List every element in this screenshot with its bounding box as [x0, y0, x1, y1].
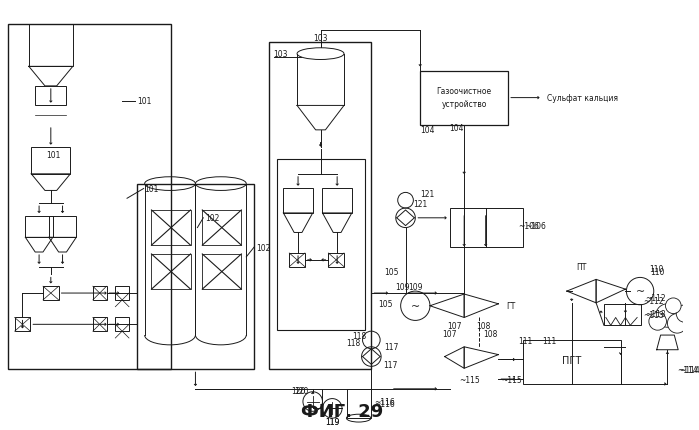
Bar — [137, 184, 254, 369]
Text: 119: 119 — [325, 417, 340, 426]
Polygon shape — [596, 280, 626, 303]
Circle shape — [665, 298, 681, 314]
Text: 118: 118 — [352, 331, 366, 340]
Text: 117: 117 — [384, 343, 398, 351]
Text: ~115: ~115 — [459, 375, 480, 384]
Bar — [49, 216, 76, 238]
Bar — [29, 25, 73, 67]
Bar — [93, 286, 106, 300]
Text: 117: 117 — [383, 360, 398, 369]
Text: ПГТ: ПГТ — [562, 356, 582, 365]
Circle shape — [656, 304, 679, 328]
Text: ~: ~ — [635, 286, 644, 296]
Bar — [283, 189, 312, 213]
Text: 103: 103 — [273, 50, 288, 59]
Text: 108: 108 — [484, 329, 498, 338]
Text: ~114: ~114 — [679, 365, 699, 374]
Text: 111: 111 — [519, 337, 533, 346]
Bar — [115, 286, 129, 300]
Text: ФИГ. 29: ФИГ. 29 — [301, 402, 383, 420]
Text: 110: 110 — [649, 264, 664, 273]
Bar — [15, 318, 30, 332]
Text: 104: 104 — [449, 124, 464, 133]
Circle shape — [676, 305, 694, 322]
Bar — [523, 340, 621, 384]
Text: 110: 110 — [650, 267, 664, 276]
Text: 109: 109 — [408, 282, 423, 291]
Bar — [8, 25, 171, 369]
Bar — [152, 211, 191, 246]
Text: ~116: ~116 — [374, 397, 395, 406]
Text: ~113: ~113 — [643, 310, 664, 319]
Bar — [289, 253, 305, 267]
Polygon shape — [430, 295, 464, 318]
Text: 107: 107 — [442, 329, 456, 338]
Text: Газоочистное: Газоочистное — [437, 87, 491, 96]
Text: Сульфат кальция: Сульфат кальция — [547, 94, 618, 103]
Text: 109: 109 — [396, 282, 410, 291]
Bar — [43, 286, 59, 300]
Text: устройство: устройство — [442, 100, 487, 109]
Text: ~106: ~106 — [518, 221, 539, 230]
Polygon shape — [567, 280, 596, 303]
Text: ~114: ~114 — [677, 365, 698, 374]
Bar — [420, 72, 508, 126]
Text: 121: 121 — [413, 199, 427, 208]
Polygon shape — [464, 295, 498, 318]
Circle shape — [649, 313, 666, 330]
Bar — [25, 216, 52, 238]
Bar — [277, 160, 364, 330]
Text: 101: 101 — [47, 150, 61, 160]
Polygon shape — [445, 347, 464, 369]
Text: 120: 120 — [291, 387, 305, 395]
Bar — [322, 189, 352, 213]
Bar — [202, 255, 241, 289]
Bar — [202, 211, 241, 246]
Text: 101: 101 — [137, 97, 151, 106]
Bar — [31, 148, 71, 175]
Bar — [449, 209, 523, 248]
Text: 118: 118 — [347, 338, 361, 347]
Bar — [35, 87, 66, 106]
Text: 105: 105 — [378, 300, 393, 309]
Bar — [115, 318, 129, 332]
Bar — [329, 253, 344, 267]
Bar — [93, 318, 106, 332]
Text: 121: 121 — [420, 190, 435, 198]
Text: ~112: ~112 — [643, 297, 663, 306]
Bar — [604, 304, 641, 326]
Text: 120: 120 — [294, 387, 308, 395]
Text: ~112: ~112 — [645, 294, 665, 303]
Polygon shape — [464, 347, 498, 369]
Bar — [152, 255, 191, 289]
Text: ~113: ~113 — [645, 309, 665, 318]
Bar — [347, 389, 371, 418]
Text: 101: 101 — [145, 184, 159, 194]
Text: 103: 103 — [313, 34, 328, 43]
Text: 104: 104 — [420, 126, 435, 135]
Circle shape — [668, 314, 687, 333]
Text: 119: 119 — [325, 417, 340, 426]
Text: ~: ~ — [411, 301, 420, 311]
Text: 102: 102 — [256, 243, 271, 252]
Text: ~106: ~106 — [525, 221, 546, 230]
Text: ~115: ~115 — [501, 375, 522, 384]
Bar — [268, 43, 371, 369]
Text: ПТ: ПТ — [576, 263, 586, 271]
Text: 105: 105 — [384, 267, 398, 276]
Text: 107: 107 — [447, 321, 461, 330]
Text: 111: 111 — [542, 337, 556, 346]
Text: ~116: ~116 — [374, 399, 395, 408]
Text: 108: 108 — [477, 321, 491, 330]
Text: ГТ: ГТ — [506, 301, 515, 310]
Text: 102: 102 — [206, 214, 219, 223]
